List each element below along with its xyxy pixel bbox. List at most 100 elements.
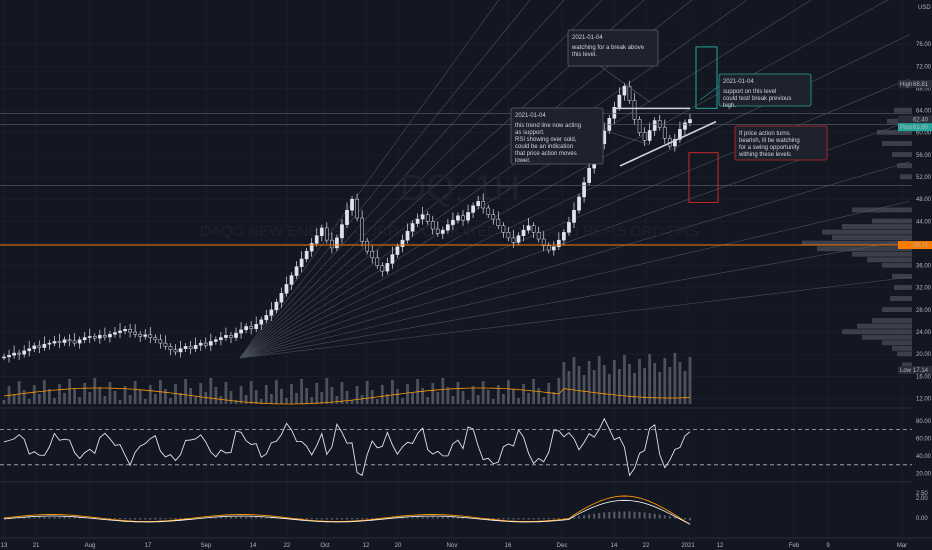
- candle-body: [360, 217, 364, 242]
- volume-bar: [648, 354, 652, 404]
- volume-bar: [189, 388, 193, 404]
- time-tick-label: 13: [1, 543, 8, 549]
- candle-body: [264, 315, 269, 321]
- volume-bar: [471, 386, 475, 404]
- candle-body: [214, 339, 218, 342]
- macd-histogram-bar: [562, 518, 565, 519]
- price-axis[interactable]: USD 76.00 72.00 68.00 64.00 60.00 56.00 52.00 4…: [898, 5, 932, 402]
- candle-body: [229, 335, 233, 338]
- price-tick-label: 52.00: [916, 175, 932, 181]
- candle-body: [546, 245, 551, 251]
- volume-bar: [607, 374, 611, 404]
- currency-label: USD: [918, 5, 931, 11]
- price-tick-label: 64.00: [916, 109, 932, 115]
- macd-histogram-bar: [588, 514, 591, 519]
- candle-body: [415, 218, 420, 224]
- volume-bar: [83, 383, 87, 404]
- volume-bar: [78, 397, 82, 404]
- volume-bar: [2, 400, 6, 404]
- macd-histogram-bar: [33, 517, 36, 519]
- macd-histogram-bar: [270, 517, 273, 519]
- profile-bar: [857, 323, 912, 329]
- annotation-line: withing these levels: [738, 152, 791, 158]
- candle-body: [103, 335, 107, 338]
- profile-bar: [892, 152, 912, 158]
- volume-bar: [461, 391, 465, 404]
- price-label-bg: [898, 123, 932, 132]
- profile-bar: [900, 174, 912, 180]
- profile-bar: [842, 329, 912, 335]
- candle-body: [466, 212, 470, 221]
- time-tick-label: 14: [250, 543, 257, 549]
- price-tick-label: 56.00: [916, 153, 932, 159]
- macd-histogram-bar: [426, 516, 429, 519]
- candle-body: [168, 346, 173, 350]
- time-tick-label: 17: [145, 543, 152, 549]
- volume-bar: [305, 388, 309, 404]
- volume-bar: [491, 399, 495, 404]
- annotation-line: could be an indication: [515, 144, 573, 150]
- macd-histogram-bar: [113, 518, 116, 520]
- volume-bar: [446, 387, 450, 404]
- fan-line: [239, 0, 889, 359]
- candle-body: [642, 132, 647, 141]
- time-tick-label: 12: [717, 543, 724, 549]
- volume-bar: [688, 357, 692, 404]
- volume-bar: [567, 371, 571, 404]
- macd-histogram-bar: [683, 518, 686, 520]
- volume-bar: [295, 393, 298, 404]
- volume-ma: [3, 387, 691, 405]
- volume-bar: [436, 392, 440, 404]
- volume-bar: [426, 397, 430, 404]
- macd-histogram-bar: [209, 517, 212, 519]
- candle-body: [143, 334, 148, 337]
- volume-bar: [254, 390, 258, 404]
- price-tick-label: 76.00: [916, 42, 932, 48]
- annotation-line: this level.: [572, 52, 597, 58]
- annotation-box: [510, 107, 604, 165]
- price-label-tag: Low: [900, 368, 912, 374]
- macd-histogram-bar: [492, 518, 495, 519]
- candle-body: [42, 343, 47, 348]
- fan-line: [239, 0, 693, 359]
- macd-histogram-bar: [346, 518, 348, 520]
- annotation-text: watching for a break above this level.: [571, 45, 645, 58]
- volume-bar: [234, 400, 238, 404]
- candle-body: [486, 207, 491, 215]
- macd-histogram-bar: [260, 517, 263, 519]
- price-tick-label: 28.00: [916, 308, 932, 314]
- volume-bar: [118, 400, 122, 404]
- candle-body: [183, 346, 188, 349]
- candle-body: [284, 284, 289, 294]
- fan-line: [239, 0, 565, 359]
- macd-histogram-bar: [537, 518, 540, 520]
- volume-profile: [802, 107, 912, 368]
- time-tick-label: 14: [611, 543, 618, 549]
- macd-histogram-bar: [583, 515, 586, 519]
- candle-body: [62, 339, 67, 343]
- candle-body: [582, 182, 586, 198]
- time-tick-label: Nov: [447, 543, 458, 549]
- time-tick-label: 20: [395, 543, 402, 549]
- macd-tick-label: 2.00: [916, 496, 928, 502]
- time-tick-label: Aug: [85, 543, 96, 549]
- volume-bar: [507, 380, 510, 404]
- fan-line: [239, 239, 911, 359]
- volume-bar: [280, 389, 283, 404]
- rsi-line: [3, 417, 691, 477]
- volume-bar: [406, 384, 409, 404]
- macd-histogram-bar: [658, 514, 661, 519]
- volume-bar: [143, 399, 147, 404]
- profile-bar: [897, 351, 912, 357]
- candle-body: [7, 355, 11, 358]
- candle-body: [173, 349, 178, 353]
- volume-bar: [63, 393, 66, 404]
- macd-histogram-bar: [451, 517, 454, 519]
- macd-histogram-bar: [522, 518, 525, 520]
- candle-body: [52, 341, 57, 344]
- macd-histogram-bar: [502, 518, 505, 520]
- time-tick-label: 22: [643, 543, 650, 549]
- candle-body: [133, 331, 137, 335]
- time-axis[interactable]: 13 21 Aug 17 Sep 14 22 Oct 12 20 Nov 16 Dec 14 22 2021 1…: [0, 537, 932, 549]
- macd-histogram-bar: [648, 513, 651, 519]
